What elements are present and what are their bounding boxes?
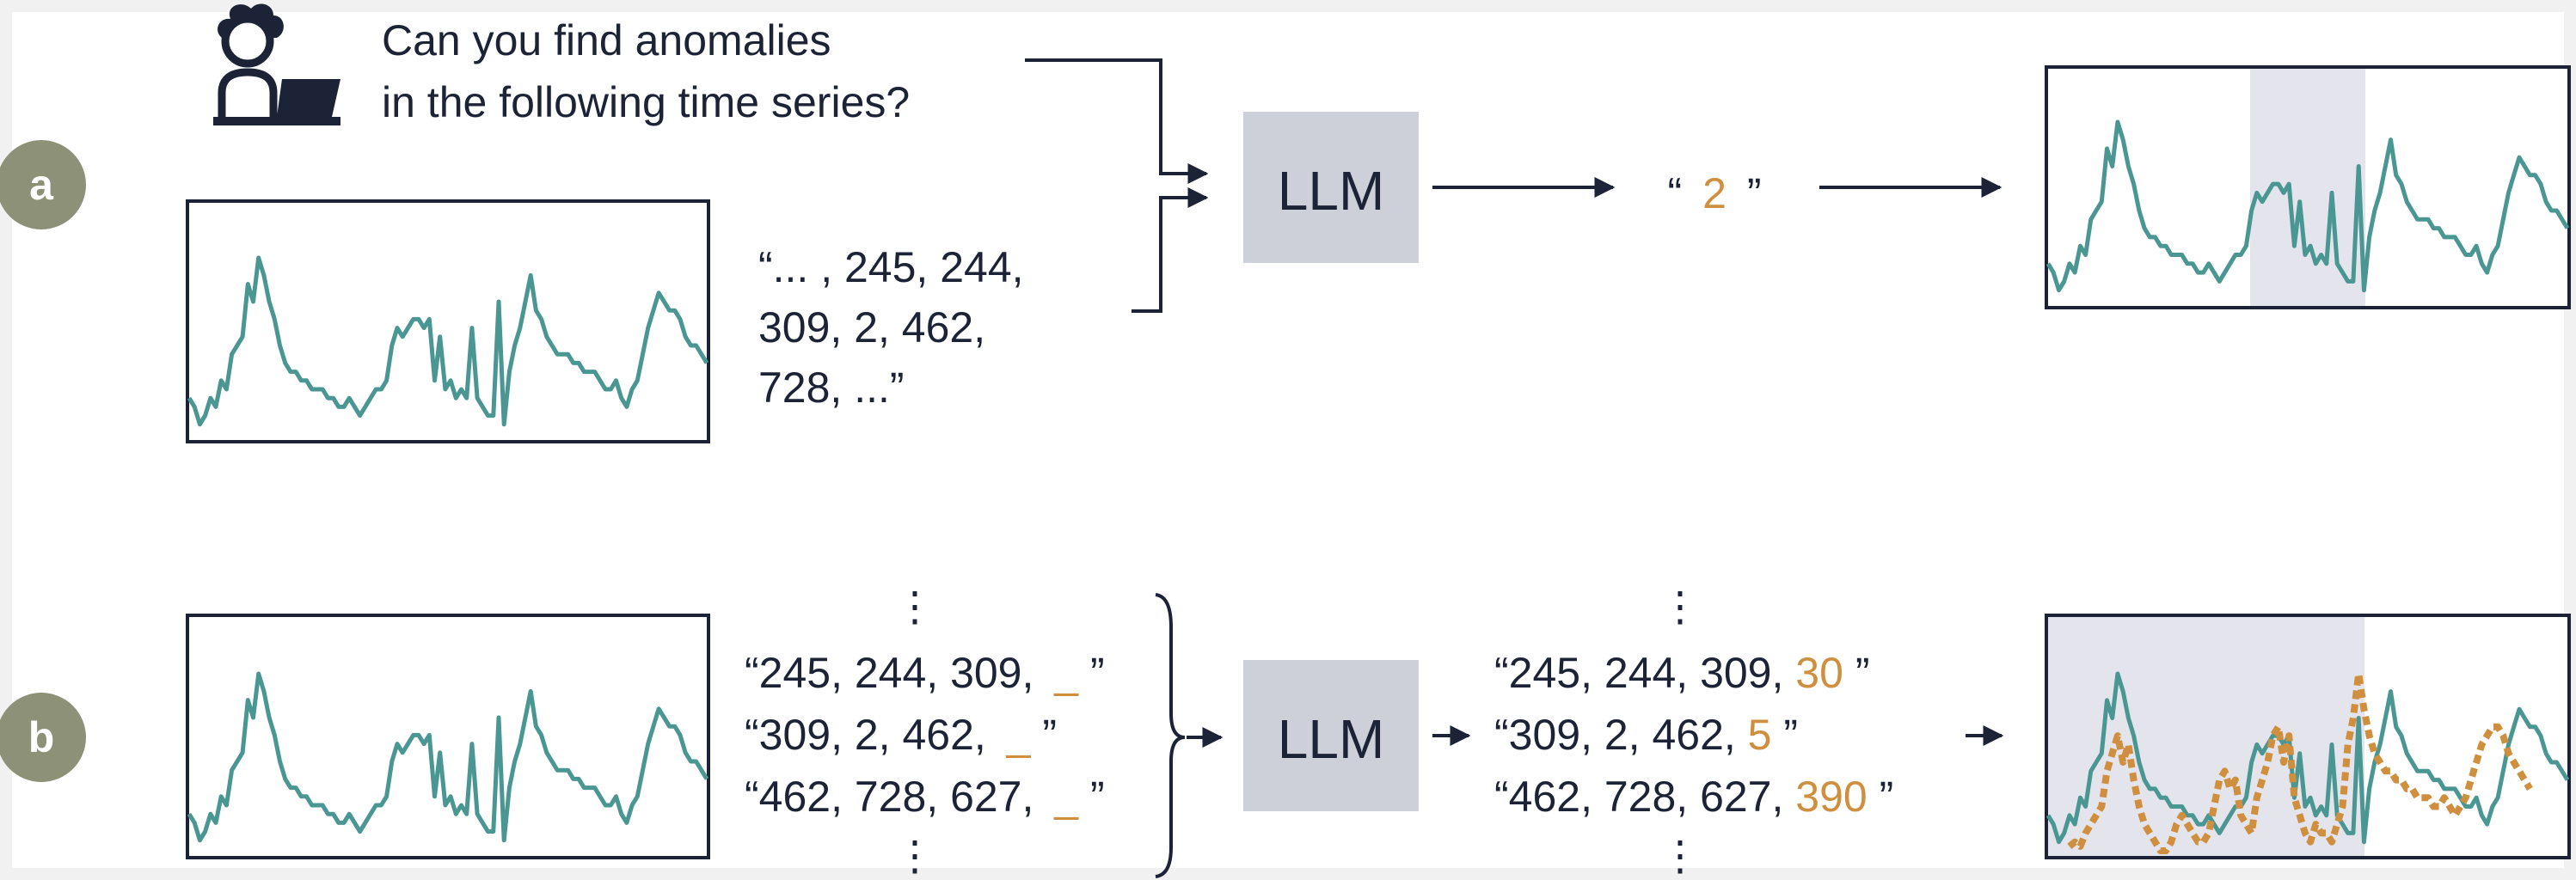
answer-close-quote: ” bbox=[1747, 169, 1762, 217]
answer-text: “ 2 ” bbox=[1668, 169, 1762, 217]
prediction-line-1: “245, 244, 309, 30 ” bbox=[1494, 649, 1869, 697]
prediction-dots-top: ⋮ bbox=[1659, 584, 1701, 630]
llm-label-b: LLM bbox=[1278, 708, 1385, 770]
prediction-value-3: 390 bbox=[1795, 773, 1867, 821]
input-series-line-a bbox=[187, 255, 709, 427]
prompt-brace bbox=[1155, 593, 1186, 878]
answer-open-quote: “ bbox=[1668, 169, 1683, 217]
anomaly-highlight-a bbox=[2250, 69, 2365, 306]
prompt-blank-1: _ bbox=[1053, 649, 1079, 697]
input-series-box-b bbox=[186, 614, 710, 859]
output-series-line-a bbox=[2045, 119, 2570, 293]
prompt-dots-top: ⋮ bbox=[894, 584, 935, 630]
sequence-text-line-2: 309, 2, 462, bbox=[758, 303, 985, 351]
prediction-value-2: 5 bbox=[1748, 711, 1772, 759]
prompt-line-1: “245, 244, 309, _ ” bbox=[745, 649, 1105, 697]
prediction-value-1: 30 bbox=[1795, 649, 1843, 697]
prediction-dots-bottom: ⋮ bbox=[1659, 834, 1701, 879]
prediction-line-2: “309, 2, 462, 5 ” bbox=[1494, 711, 1798, 759]
prompt-dots-bottom: ⋮ bbox=[894, 834, 935, 879]
badge-a-label: a bbox=[29, 161, 54, 209]
badge-b bbox=[0, 693, 86, 782]
input-series-box-a bbox=[186, 199, 710, 443]
question-line-1: Can you find anomalies bbox=[382, 16, 831, 64]
user-laptop-icon bbox=[213, 3, 340, 125]
observed-series-line-b bbox=[2045, 671, 2570, 845]
predicted-series-line-b bbox=[2067, 670, 2533, 854]
prompt-line-2: “309, 2, 462, _ ” bbox=[745, 711, 1057, 759]
sequence-connector bbox=[1132, 187, 1209, 313]
llm-label-a: LLM bbox=[1278, 160, 1385, 222]
sequence-text-line-3: 728, ...” bbox=[758, 364, 905, 412]
row-a: a Can you find anomalies in the followin… bbox=[0, 3, 2571, 443]
sequence-text-line-1: “... , 245, 244, bbox=[758, 243, 1024, 291]
answer-value: 2 bbox=[1702, 169, 1727, 217]
badge-a bbox=[0, 140, 86, 229]
prompt-blank-3: _ bbox=[1053, 773, 1079, 821]
input-series-line-b bbox=[187, 671, 709, 843]
question-connector bbox=[1025, 58, 1209, 184]
llm-box-b bbox=[1243, 660, 1419, 811]
prompt-line-3: “462, 728, 627, _ ” bbox=[745, 773, 1105, 821]
prediction-line-3: “462, 728, 627, 390 ” bbox=[1494, 773, 1893, 821]
prompt-blank-2: _ bbox=[1006, 711, 1032, 759]
row-b: b ⋮ “245, 244, 309, _ ” “309, 2, 462, _ … bbox=[0, 584, 2571, 879]
badge-b-label: b bbox=[28, 713, 55, 761]
llm-box-a bbox=[1243, 112, 1419, 263]
question-line-2: in the following time series? bbox=[382, 78, 910, 126]
